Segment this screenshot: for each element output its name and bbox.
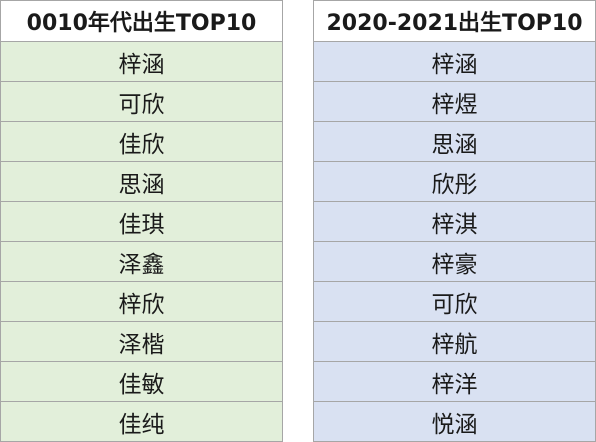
name-cell: 泽鑫	[0, 241, 283, 282]
table-row: 梓煜	[313, 81, 596, 122]
name-cell: 佳琪	[0, 201, 283, 242]
table-row: 悦涵	[313, 401, 596, 442]
table-row: 梓航	[313, 321, 596, 362]
column-header-2020-2021: 2020-2021出生TOP10	[313, 0, 596, 42]
name-cell: 悦涵	[313, 401, 596, 442]
table-row: 梓涵	[313, 41, 596, 82]
table-0010s-top10: 0010年代出生TOP10 梓涵 可欣 佳欣 思涵 佳琪 泽鑫 梓欣 泽楷 佳敏…	[0, 0, 283, 442]
table-row: 泽楷	[0, 321, 283, 362]
table-row: 泽鑫	[0, 241, 283, 282]
name-cell: 梓煜	[313, 81, 596, 122]
name-cell: 佳敏	[0, 361, 283, 402]
name-cell: 佳纯	[0, 401, 283, 442]
table-row: 佳纯	[0, 401, 283, 442]
name-cell: 梓洋	[313, 361, 596, 402]
name-cell: 佳欣	[0, 121, 283, 162]
name-cell: 梓淇	[313, 201, 596, 242]
table-row: 佳敏	[0, 361, 283, 402]
table-row: 梓洋	[313, 361, 596, 402]
table-row: 梓欣	[0, 281, 283, 322]
table-row: 佳琪	[0, 201, 283, 242]
name-cell: 梓豪	[313, 241, 596, 282]
table-2020-2021-top10: 2020-2021出生TOP10 梓涵 梓煜 思涵 欣彤 梓淇 梓豪 可欣 梓航…	[313, 0, 596, 442]
table-row: 可欣	[313, 281, 596, 322]
table-row: 思涵	[0, 161, 283, 202]
table-row: 可欣	[0, 81, 283, 122]
name-cell: 梓涵	[0, 41, 283, 82]
table-row: 梓涵	[0, 41, 283, 82]
name-cell: 可欣	[0, 81, 283, 122]
table-row: 欣彤	[313, 161, 596, 202]
name-cell: 思涵	[0, 161, 283, 202]
header-row: 2020-2021出生TOP10	[313, 0, 596, 42]
name-cell: 思涵	[313, 121, 596, 162]
name-cell: 梓欣	[0, 281, 283, 322]
name-cell: 可欣	[313, 281, 596, 322]
name-cell: 梓航	[313, 321, 596, 362]
table-row: 思涵	[313, 121, 596, 162]
name-cell: 泽楷	[0, 321, 283, 362]
name-cell: 欣彤	[313, 161, 596, 202]
table-row: 梓淇	[313, 201, 596, 242]
table-row: 佳欣	[0, 121, 283, 162]
column-header-0010s: 0010年代出生TOP10	[0, 0, 283, 42]
header-row: 0010年代出生TOP10	[0, 0, 283, 42]
name-cell: 梓涵	[313, 41, 596, 82]
table-row: 梓豪	[313, 241, 596, 282]
